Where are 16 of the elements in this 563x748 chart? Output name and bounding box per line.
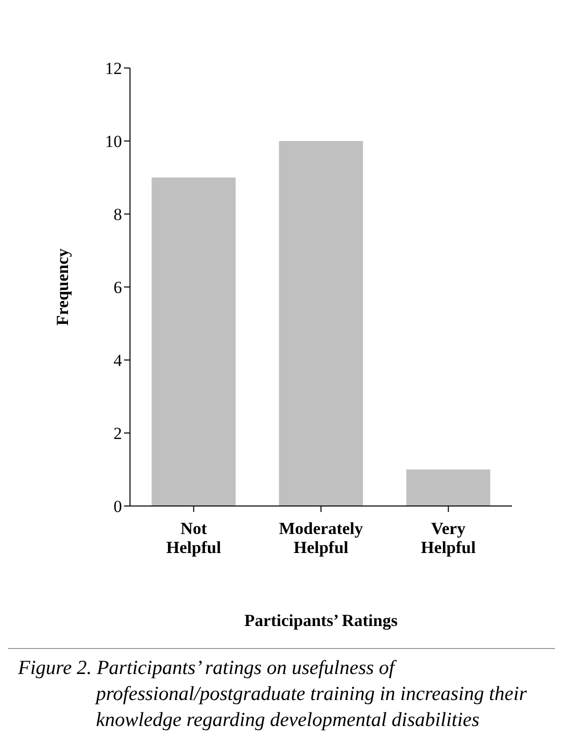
y-axis-title: Frequency <box>53 248 72 326</box>
y-tick-label: 4 <box>114 351 122 370</box>
y-tick-label: 2 <box>114 424 122 444</box>
y-tick-label: 6 <box>114 278 122 298</box>
bar <box>406 470 490 506</box>
y-tick-label: 8 <box>114 205 122 224</box>
caption: Figure 2. Participants’ ratings on usefulness of professional/postgraduate training in increasing their knowledge regarding developmental disabilities <box>17 656 528 733</box>
y-tick-label: 10 <box>105 132 122 152</box>
x-tick-label: Not Helpful <box>166 519 222 557</box>
bar <box>278 141 363 506</box>
bar <box>152 178 236 506</box>
x-axis-title: Participants’ Ratings <box>244 611 398 630</box>
y-tick-label: 0 <box>114 497 122 516</box>
x-tick-label: Very Helpful <box>420 519 476 557</box>
y-tick-label: 12 <box>105 59 122 78</box>
x-tick-label: Moderately Helpful <box>278 519 364 557</box>
